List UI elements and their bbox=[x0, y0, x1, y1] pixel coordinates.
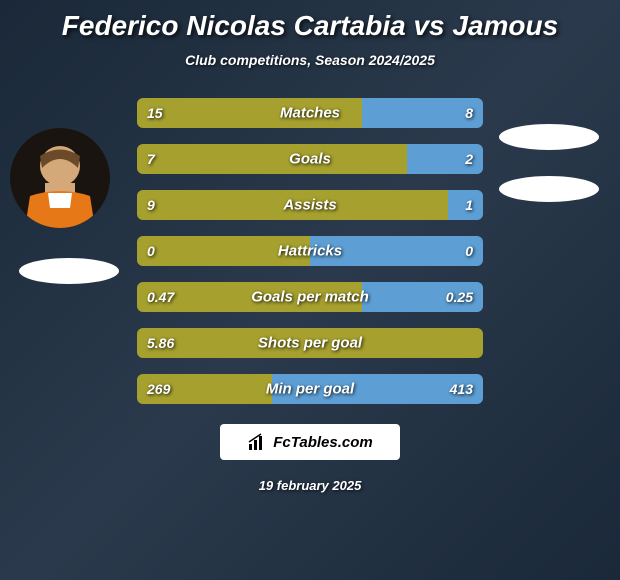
stat-value-left: 0.47 bbox=[147, 289, 174, 305]
stat-value-right: 1 bbox=[465, 197, 473, 213]
shape-right-ellipse-1 bbox=[499, 124, 599, 150]
chart-icon bbox=[247, 432, 267, 452]
stat-value-right: 8 bbox=[465, 105, 473, 121]
stat-row: Shots per goal 5.86 bbox=[137, 328, 483, 358]
stat-value-right: 413 bbox=[450, 381, 473, 397]
stat-row: Matches 15 8 bbox=[137, 98, 483, 128]
shape-right-ellipse-2 bbox=[499, 176, 599, 202]
stat-row: Min per goal 269 413 bbox=[137, 374, 483, 404]
stat-label: Min per goal bbox=[266, 381, 354, 398]
footer-brand[interactable]: FcTables.com bbox=[220, 424, 400, 460]
stat-row: Goals per match 0.47 0.25 bbox=[137, 282, 483, 312]
stat-value-left: 15 bbox=[147, 105, 163, 121]
stat-label: Shots per goal bbox=[258, 335, 362, 352]
player-left-avatar bbox=[10, 128, 110, 228]
subtitle: Club competitions, Season 2024/2025 bbox=[0, 52, 620, 68]
footer-date: 19 february 2025 bbox=[0, 478, 620, 493]
stat-row: Assists 9 1 bbox=[137, 190, 483, 220]
bar-left bbox=[137, 144, 407, 174]
avatar-placeholder-icon bbox=[10, 128, 110, 228]
stat-label: Hattricks bbox=[278, 243, 342, 260]
stat-value-right: 0 bbox=[465, 243, 473, 259]
stat-row: Hattricks 0 0 bbox=[137, 236, 483, 266]
stat-value-right: 0.25 bbox=[446, 289, 473, 305]
stat-value-left: 269 bbox=[147, 381, 170, 397]
stat-value-left: 7 bbox=[147, 151, 155, 167]
footer-brand-text: FcTables.com bbox=[273, 434, 372, 451]
stat-value-left: 0 bbox=[147, 243, 155, 259]
stats-list: Matches 15 8 Goals 7 2 Assists 9 1 Hattricks 0 0 Goa… bbox=[137, 98, 483, 404]
page-title: Federico Nicolas Cartabia vs Jamous bbox=[0, 10, 620, 42]
stat-value-left: 9 bbox=[147, 197, 155, 213]
stat-label: Goals bbox=[289, 151, 331, 168]
stat-label: Goals per match bbox=[251, 289, 369, 306]
stat-value-right: 2 bbox=[465, 151, 473, 167]
comparison-container: Federico Nicolas Cartabia vs Jamous Club… bbox=[0, 0, 620, 580]
stat-label: Assists bbox=[283, 197, 336, 214]
stat-value-left: 5.86 bbox=[147, 335, 174, 351]
shape-left-ellipse bbox=[19, 258, 119, 284]
stat-row: Goals 7 2 bbox=[137, 144, 483, 174]
stat-label: Matches bbox=[280, 105, 340, 122]
